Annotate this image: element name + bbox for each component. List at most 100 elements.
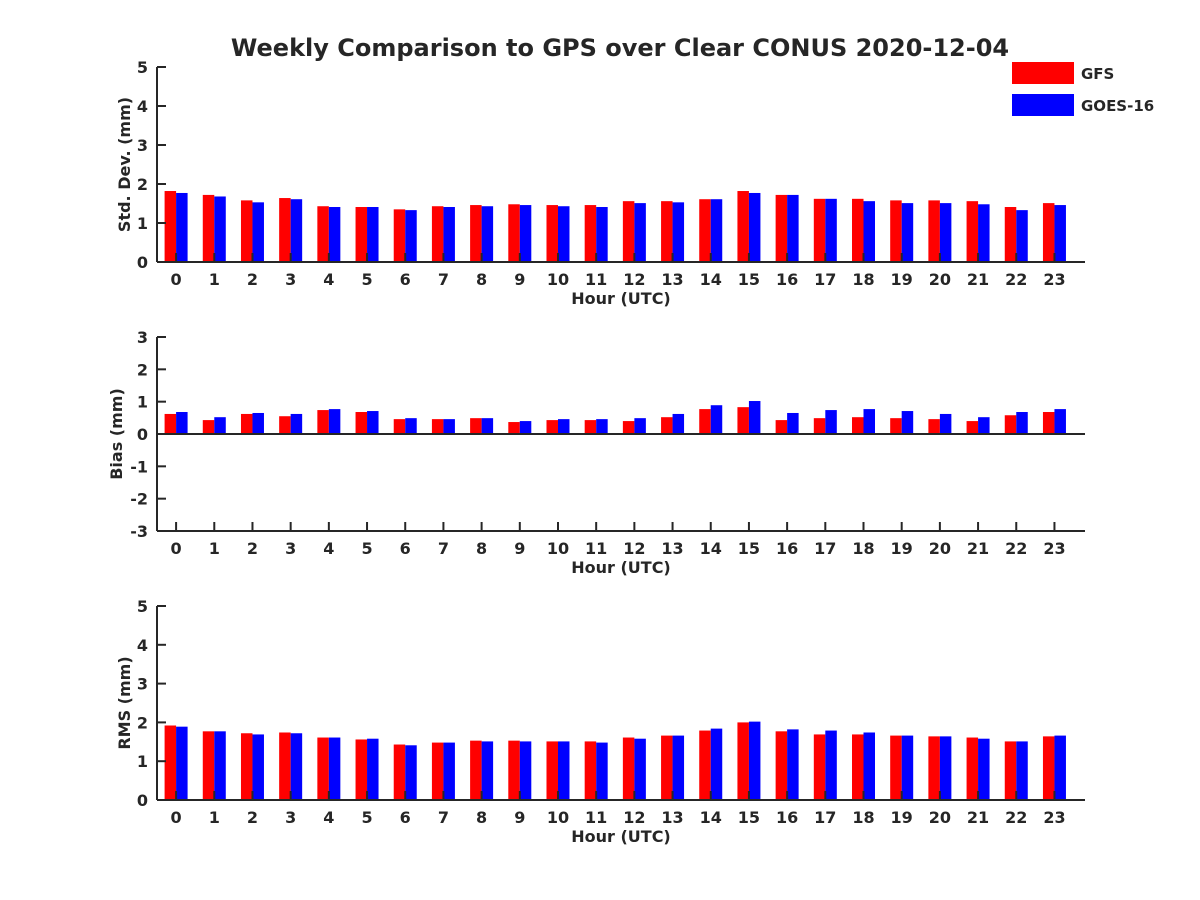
bar-gfs-hour-8	[470, 418, 482, 434]
bar-goes16-hour-10	[557, 206, 570, 262]
x-tick-label: 21	[967, 539, 989, 558]
x-tick-label: 22	[1005, 808, 1027, 827]
bar-gfs-hour-20	[928, 200, 940, 262]
x-tick-label: 23	[1043, 808, 1065, 827]
legend-swatch	[1012, 94, 1074, 116]
bar-goes16-hour-12	[634, 203, 646, 262]
bar-goes16-hour-19	[901, 411, 914, 434]
y-tick-label: 5	[137, 58, 148, 77]
bar-gfs-hour-0	[164, 191, 177, 262]
x-tick-label: 2	[247, 539, 258, 558]
x-tick-label: 16	[776, 539, 798, 558]
y-tick-label: 5	[137, 597, 148, 616]
bar-goes16-hour-1	[214, 417, 226, 434]
bar-goes16-hour-5	[367, 738, 379, 800]
x-tick-label: 8	[476, 539, 487, 558]
bar-goes16-hour-14	[710, 405, 723, 434]
bar-goes16-hour-10	[557, 741, 570, 800]
bar-gfs-hour-7	[431, 206, 444, 262]
x-tick-label: 10	[547, 270, 569, 289]
bar-goes16-hour-13	[672, 413, 685, 434]
bar-goes16-hour-10	[557, 419, 570, 434]
y-tick-label: 1	[137, 752, 148, 771]
bar-goes16-hour-11	[596, 207, 608, 262]
x-tick-label: 18	[852, 539, 874, 558]
bar-gfs-hour-4	[317, 410, 329, 434]
y-tick-label: 2	[137, 360, 148, 379]
bar-gfs-hour-19	[890, 735, 902, 800]
bar-goes16-hour-5	[367, 411, 379, 434]
bar-goes16-hour-13	[672, 202, 685, 262]
bar-goes16-hour-23	[1054, 205, 1066, 262]
y-tick-label: 0	[137, 253, 148, 272]
x-tick-label: 0	[171, 808, 182, 827]
legend-item-gfs: GFS	[1012, 62, 1114, 84]
x-tick-label: 9	[514, 539, 525, 558]
bar-gfs-hour-15	[737, 407, 749, 434]
bar-gfs-hour-2	[240, 413, 253, 434]
legend-label: GFS	[1081, 65, 1114, 83]
bar-goes16-hour-11	[596, 742, 608, 800]
y-tick-label: -3	[130, 522, 148, 541]
bar-gfs-hour-5	[355, 207, 368, 262]
x-tick-label: 4	[323, 539, 334, 558]
legend-item-goes16: GOES-16	[1012, 94, 1154, 116]
y-tick-label: 3	[137, 328, 148, 347]
bar-gfs-hour-11	[584, 205, 597, 262]
bar-gfs-hour-11	[584, 420, 597, 434]
bar-goes16-hour-17	[825, 198, 837, 262]
x-tick-label: 6	[400, 539, 411, 558]
x-tick-label: 8	[476, 808, 487, 827]
bar-goes16-hour-8	[481, 418, 494, 434]
x-tick-label: 4	[323, 808, 334, 827]
x-tick-label: 2	[247, 808, 258, 827]
bar-gfs-hour-5	[355, 412, 368, 434]
bar-gfs-hour-9	[508, 204, 520, 262]
x-tick-label: 7	[438, 539, 449, 558]
bar-gfs-hour-18	[852, 198, 864, 262]
bar-goes16-hour-14	[710, 728, 723, 800]
bar-goes16-hour-9	[519, 741, 532, 800]
x-tick-label: 13	[661, 539, 683, 558]
x-tick-label: 13	[661, 808, 683, 827]
bar-goes16-hour-16	[787, 194, 799, 262]
x-tick-label: 12	[623, 270, 645, 289]
x-tick-label: 17	[814, 270, 836, 289]
x-tick-label: 5	[361, 808, 372, 827]
x-tick-label: 19	[891, 270, 913, 289]
bar-goes16-hour-11	[596, 419, 608, 434]
y-tick-label: -1	[130, 457, 148, 476]
y-tick-label: 3	[137, 675, 148, 694]
x-tick-label: 14	[700, 539, 722, 558]
bar-goes16-hour-12	[634, 418, 646, 434]
bar-gfs-hour-2	[240, 733, 253, 800]
bar-gfs-hour-19	[890, 418, 902, 434]
bar-goes16-hour-19	[901, 203, 914, 262]
bar-gfs-hour-6	[393, 419, 406, 434]
bar-gfs-hour-10	[546, 420, 558, 434]
bar-goes16-hour-8	[481, 741, 494, 800]
bar-gfs-hour-17	[813, 734, 826, 800]
x-tick-label: 19	[891, 539, 913, 558]
x-tick-label: 5	[361, 539, 372, 558]
bar-goes16-hour-6	[405, 418, 417, 434]
bar-gfs-hour-5	[355, 739, 368, 800]
bar-goes16-hour-21	[978, 417, 990, 434]
x-tick-label: 0	[171, 270, 182, 289]
bar-gfs-hour-3	[279, 732, 291, 800]
y-tick-label: 1	[137, 393, 148, 412]
bar-goes16-hour-17	[825, 730, 837, 800]
bar-gfs-hour-17	[813, 418, 826, 434]
bar-goes16-hour-18	[863, 201, 875, 262]
legend: GFS GOES-16	[1012, 62, 1154, 116]
bar-gfs-hour-9	[508, 740, 520, 800]
bar-gfs-hour-3	[279, 198, 291, 262]
x-tick-label: 11	[585, 539, 607, 558]
legend-swatch	[1012, 62, 1074, 84]
bar-goes16-hour-7	[443, 207, 455, 262]
bar-goes16-hour-4	[328, 207, 341, 262]
x-tick-label: 7	[438, 270, 449, 289]
bar-gfs-hour-8	[470, 740, 482, 800]
bar-gfs-hour-16	[775, 731, 788, 800]
